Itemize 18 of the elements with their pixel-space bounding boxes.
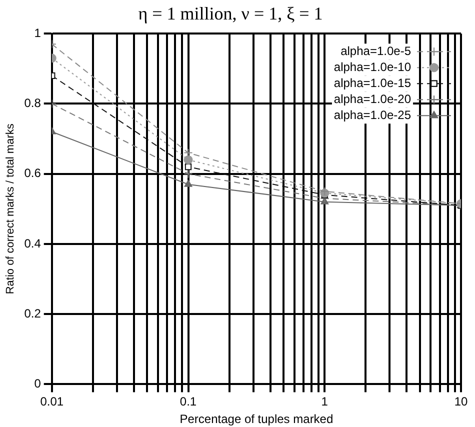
x-tick-label: 0.01: [40, 394, 64, 409]
y-tick-label: 0.6: [24, 166, 42, 180]
y-tick-label: 0: [34, 376, 42, 391]
x-tick-label: 10: [454, 394, 468, 409]
y-tick-label: 0.4: [24, 236, 42, 250]
y-tick-label: 1: [34, 26, 42, 40]
y-tick-label: 0.2: [24, 306, 42, 320]
y-tick-label: 0.8: [24, 96, 42, 110]
legend-label: alpha=1.0e-20: [334, 92, 412, 106]
x-tick-label: 1: [321, 394, 328, 409]
legend-label: alpha=1.0e-5: [340, 44, 412, 58]
chart-title: η = 1 million, ν = 1, ξ = 1: [138, 4, 323, 24]
legend-label: alpha=1.0e-25: [334, 108, 412, 122]
y-axis-title: Ratio of correct marks / total marks: [4, 123, 17, 294]
legend-label: alpha=1.0e-10: [334, 60, 412, 74]
x-axis-title: Percentage of tuples marked: [180, 412, 334, 426]
legend-label: alpha=1.0e-15: [334, 76, 412, 90]
x-tick-label: 0.1: [180, 394, 197, 409]
